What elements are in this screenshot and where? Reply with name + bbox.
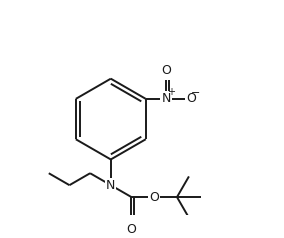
Text: O: O <box>186 92 196 105</box>
Text: N: N <box>106 179 116 192</box>
Text: O: O <box>126 223 136 236</box>
Text: +: + <box>168 87 176 97</box>
Text: O: O <box>149 191 159 203</box>
Text: N: N <box>161 92 171 105</box>
Text: −: − <box>191 88 200 98</box>
Text: O: O <box>161 64 171 77</box>
